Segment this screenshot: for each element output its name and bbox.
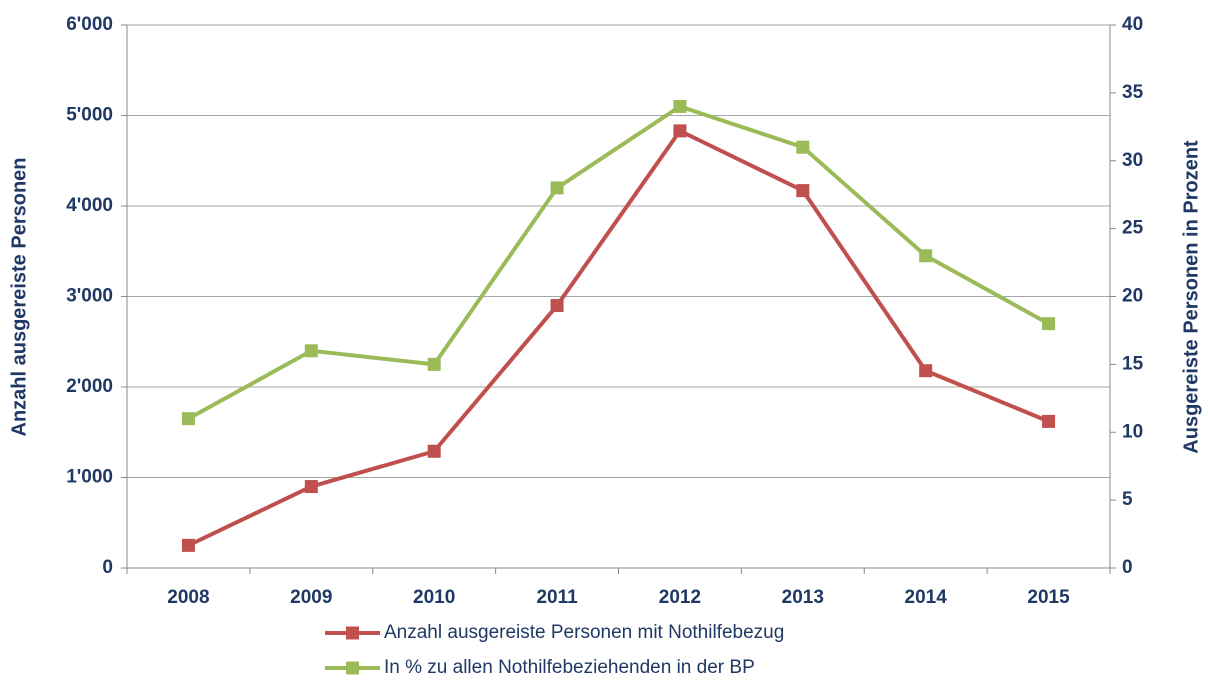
marker (1042, 317, 1056, 331)
x-tick-label: 2013 (782, 587, 824, 608)
legend-label: In % zu allen Nothilfebeziehenden in der… (384, 657, 755, 678)
marker (427, 357, 441, 371)
y2-tick-label: 25 (1122, 218, 1144, 239)
marker (550, 299, 564, 313)
marker (181, 538, 195, 552)
marker (427, 444, 441, 458)
marker (181, 412, 195, 426)
marker (919, 249, 933, 263)
y-tick-label: 0 (102, 557, 113, 578)
x-tick-label: 2015 (1027, 587, 1070, 608)
y2-tick-label: 20 (1122, 286, 1143, 307)
marker (919, 364, 933, 378)
marker (673, 99, 687, 113)
y-axis-title: Anzahl ausgereiste Personen (8, 158, 30, 437)
y-tick-label: 6'000 (66, 14, 113, 35)
y-tick-label: 5'000 (66, 105, 113, 126)
marker (304, 480, 318, 494)
x-tick-label: 2008 (167, 587, 209, 608)
legend-marker (346, 626, 359, 640)
legend-label: Anzahl ausgereiste Personen mit Nothilfe… (384, 622, 784, 643)
y2-tick-label: 5 (1122, 489, 1133, 510)
marker (673, 124, 687, 138)
y2-tick-label: 10 (1122, 421, 1143, 442)
y-tick-label: 4'000 (66, 195, 113, 216)
y2-tick-label: 40 (1122, 14, 1143, 35)
marker (796, 140, 810, 154)
y-tick-label: 1'000 (66, 467, 113, 488)
y2-tick-label: 0 (1122, 557, 1133, 578)
y2-tick-label: 15 (1122, 353, 1144, 374)
marker (1042, 414, 1056, 428)
marker (550, 181, 564, 195)
y-tick-label: 3'000 (66, 286, 113, 307)
series-line (187, 128, 1050, 548)
y2-tick-label: 30 (1122, 150, 1143, 171)
legend-marker (346, 661, 359, 675)
series-line (187, 104, 1050, 421)
y2-tick-label: 35 (1122, 82, 1144, 103)
x-tick-label: 2014 (905, 587, 948, 608)
marker (796, 184, 810, 198)
x-tick-label: 2009 (290, 587, 332, 608)
x-tick-label: 2011 (536, 587, 578, 608)
marker (304, 344, 318, 358)
x-tick-label: 2010 (413, 587, 455, 608)
y-tick-label: 2'000 (66, 376, 113, 397)
x-tick-label: 2012 (659, 587, 701, 608)
y2-axis-title: Ausgereiste Personen in Prozent (1180, 140, 1202, 454)
